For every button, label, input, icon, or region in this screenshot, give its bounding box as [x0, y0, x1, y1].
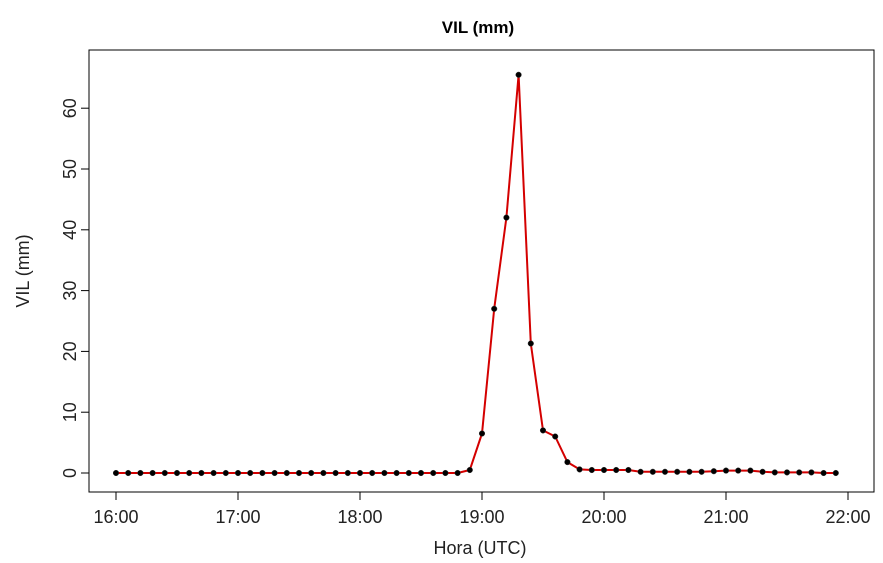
data-point — [478, 430, 486, 437]
data-point — [125, 469, 132, 477]
data-point — [381, 469, 388, 477]
data-point — [344, 469, 351, 477]
data-point — [552, 433, 559, 440]
y-tick-label: 60 — [60, 98, 80, 118]
x-tick-label: 19:00 — [459, 507, 504, 527]
data-point — [149, 469, 156, 477]
y-tick-label: 30 — [60, 281, 80, 301]
series-points — [112, 71, 839, 477]
data-point — [295, 469, 303, 477]
x-axis-label: Hora (UTC) — [434, 538, 527, 558]
data-point — [722, 467, 730, 474]
data-point — [161, 469, 168, 477]
data-point — [710, 468, 717, 475]
data-point — [186, 469, 193, 477]
data-point — [283, 469, 290, 477]
data-point — [442, 469, 449, 477]
data-point — [576, 466, 583, 473]
data-point — [698, 468, 705, 475]
data-point — [820, 469, 827, 477]
data-point — [259, 469, 266, 477]
data-point — [454, 469, 461, 477]
data-point — [539, 427, 547, 434]
data-point — [430, 469, 437, 477]
x-tick-label: 17:00 — [215, 507, 260, 527]
data-point — [747, 467, 754, 474]
data-point — [564, 459, 571, 466]
data-point — [320, 469, 327, 477]
data-point — [759, 468, 766, 475]
y-axis-label: VIL (mm) — [13, 234, 33, 307]
x-tick-label: 20:00 — [581, 507, 626, 527]
data-point — [137, 469, 144, 477]
data-point — [503, 214, 510, 221]
data-point — [393, 469, 400, 477]
data-point — [649, 468, 656, 475]
data-point — [222, 469, 229, 477]
data-point — [527, 340, 534, 347]
y-tick-label: 50 — [60, 159, 80, 179]
data-point — [405, 469, 412, 477]
data-point — [783, 469, 791, 476]
data-point — [417, 469, 425, 477]
x-tick-label: 18:00 — [337, 507, 382, 527]
data-point — [466, 466, 473, 474]
data-point — [832, 469, 839, 477]
data-point — [808, 469, 815, 476]
data-point — [234, 469, 242, 477]
data-point — [369, 469, 376, 477]
data-point — [613, 466, 620, 474]
data-point — [661, 468, 669, 475]
series-lines — [116, 73, 836, 474]
data-point — [210, 469, 217, 477]
y-tick-label: 10 — [60, 402, 80, 422]
data-point — [332, 469, 339, 477]
x-tick-label: 21:00 — [703, 507, 748, 527]
x-axis: 16:00 17:00 18:00 19:00 20:00 21:00 22:00 — [93, 491, 871, 527]
data-point — [515, 71, 522, 78]
x-tick-label: 16:00 — [93, 507, 138, 527]
data-point — [674, 468, 681, 475]
data-point — [112, 469, 120, 477]
data-point — [491, 305, 498, 312]
data-point — [588, 466, 595, 474]
data-point — [686, 468, 693, 475]
series-line — [116, 73, 836, 474]
x-tick-label: 22:00 — [825, 507, 870, 527]
data-point — [356, 469, 364, 477]
y-tick-label: 20 — [60, 341, 80, 361]
y-tick-label: 40 — [60, 220, 80, 240]
data-point — [198, 469, 205, 477]
data-point — [637, 468, 644, 475]
data-point — [173, 469, 181, 477]
chart-title: VIL (mm) — [442, 18, 514, 37]
data-point — [600, 466, 608, 474]
data-point — [247, 469, 254, 477]
data-point — [735, 467, 742, 474]
data-point — [796, 469, 803, 476]
data-point — [625, 466, 632, 474]
y-tick-label: 0 — [60, 468, 80, 478]
data-point — [308, 469, 315, 477]
y-axis: 0 10 20 30 40 50 60 — [60, 98, 90, 478]
data-point — [271, 469, 278, 477]
data-point — [771, 469, 778, 476]
plot-frame — [88, 49, 875, 493]
